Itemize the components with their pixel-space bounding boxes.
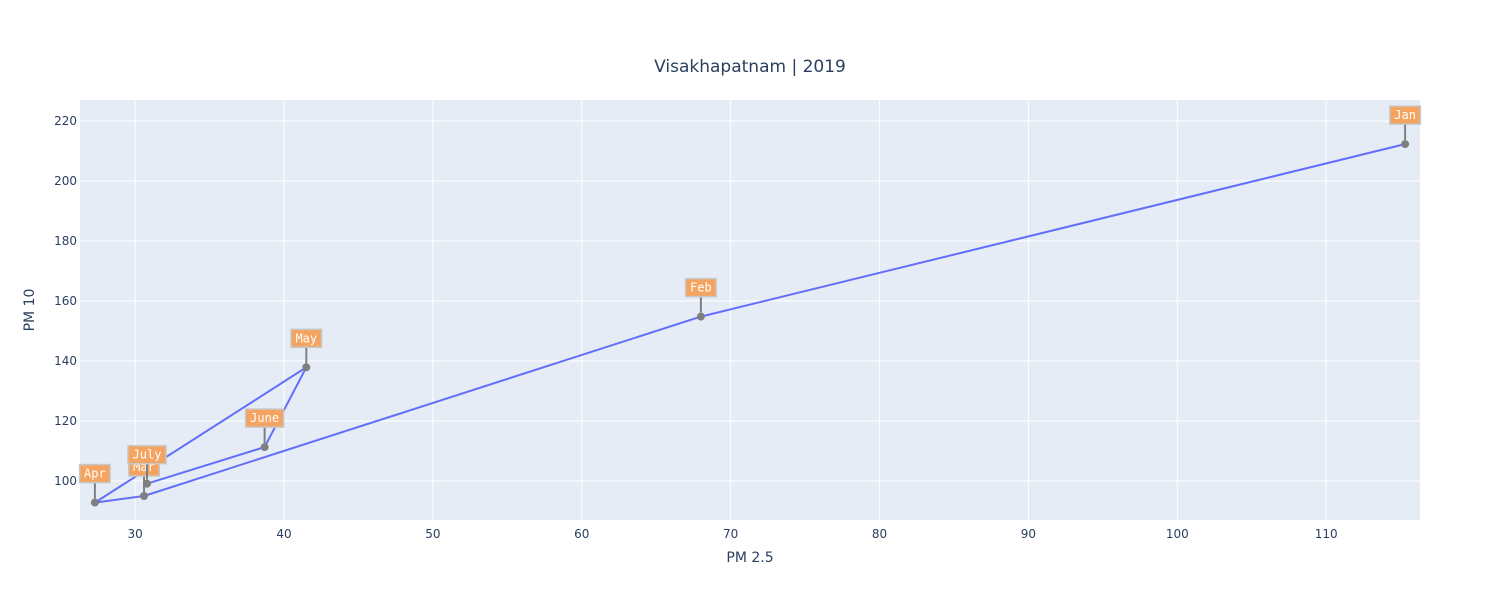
y-tick-label: 120 xyxy=(54,414,77,428)
annotation-box xyxy=(127,444,167,465)
x-tick-label: 90 xyxy=(1021,527,1036,541)
data-point[interactable] xyxy=(90,498,99,507)
annotation-box xyxy=(78,463,111,484)
y-axis-title: PM 10 xyxy=(22,289,38,332)
x-tick-label: 30 xyxy=(127,527,142,541)
y-tick-label: 200 xyxy=(54,174,77,188)
data-point[interactable] xyxy=(1401,140,1410,149)
data-point[interactable] xyxy=(260,443,269,452)
y-tick-label: 140 xyxy=(54,354,77,368)
y-tick-labels: 100 120 140 160 180 200 220 xyxy=(54,114,77,488)
x-tick-label: 80 xyxy=(872,527,887,541)
series-layer xyxy=(90,140,1410,507)
point-label: Jan xyxy=(1394,108,1416,122)
grid-lines xyxy=(80,100,1420,520)
x-tick-label: 40 xyxy=(276,527,291,541)
point-label: July xyxy=(133,448,162,462)
data-point[interactable] xyxy=(302,363,311,372)
x-axis-title: PM 2.5 xyxy=(726,550,773,566)
x-tick-labels: 30 40 50 60 70 80 90 100 110 xyxy=(127,527,1337,541)
x-tick-label: 50 xyxy=(425,527,440,541)
y-tick-label: 180 xyxy=(54,234,77,248)
y-tick-label: 100 xyxy=(54,474,77,488)
chart-title: Visakhapatnam | 2019 xyxy=(654,57,846,77)
point-label: May xyxy=(295,331,317,345)
x-tick-label: 100 xyxy=(1166,527,1189,541)
data-point[interactable] xyxy=(696,312,705,321)
annotation-box xyxy=(1389,105,1422,125)
annotation-box xyxy=(244,408,285,428)
point-label: Feb xyxy=(690,281,712,295)
y-tick-label: 160 xyxy=(54,294,77,308)
x-tick-label: 70 xyxy=(723,527,738,541)
data-point[interactable] xyxy=(140,492,149,500)
x-tick-label: 60 xyxy=(574,527,589,541)
x-tick-label: 110 xyxy=(1315,527,1338,541)
plot-background xyxy=(80,100,1420,520)
point-label: Apr xyxy=(84,467,106,481)
point-label: June xyxy=(250,411,279,425)
annotation-box xyxy=(290,328,323,349)
annotation-box xyxy=(684,277,717,298)
y-tick-label: 220 xyxy=(54,114,77,128)
